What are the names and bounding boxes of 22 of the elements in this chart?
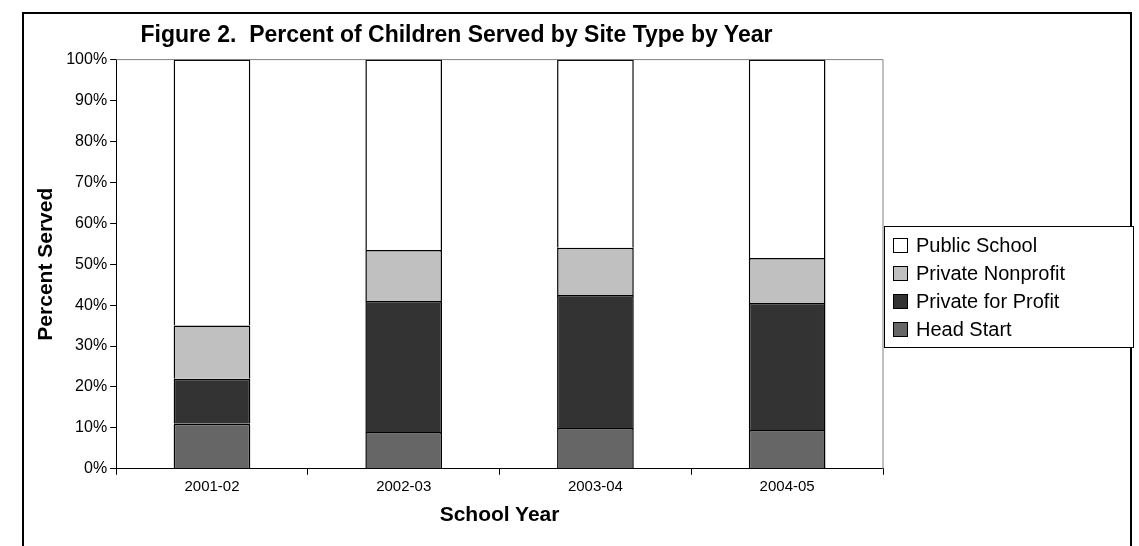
legend-label: Private for Profit bbox=[916, 289, 1060, 313]
y-tick-label: 20% bbox=[75, 377, 108, 395]
x-tick-label: 2003-04 bbox=[567, 476, 623, 494]
y-tick-label: 60% bbox=[75, 213, 108, 231]
y-tick-label: 10% bbox=[75, 418, 108, 436]
y-axis-title: Percent Served bbox=[33, 187, 57, 341]
legend-label: Private Nonprofit bbox=[916, 261, 1065, 285]
x-tick-label: 2002-03 bbox=[376, 476, 432, 494]
y-tick-label: 80% bbox=[75, 131, 108, 149]
x-tick-label: 2001-02 bbox=[184, 476, 240, 494]
chart-title: Figure 2. Percent of Children Served by Site Type by Year bbox=[140, 21, 773, 48]
legend-label: Head Start bbox=[916, 317, 1012, 341]
x-tick-label: 2004-05 bbox=[759, 476, 815, 494]
y-tick-label: 100% bbox=[66, 50, 108, 68]
text: Public School bbox=[916, 233, 1038, 257]
x-axis-title: School Year bbox=[439, 502, 560, 526]
y-tick-label: 50% bbox=[75, 254, 108, 272]
y-tick-label: 70% bbox=[75, 172, 108, 190]
y-tick-label: 40% bbox=[75, 295, 108, 313]
y-tick-label: 30% bbox=[75, 336, 108, 354]
y-tick-label: 0% bbox=[84, 459, 108, 477]
y-tick-label: 90% bbox=[75, 90, 108, 108]
